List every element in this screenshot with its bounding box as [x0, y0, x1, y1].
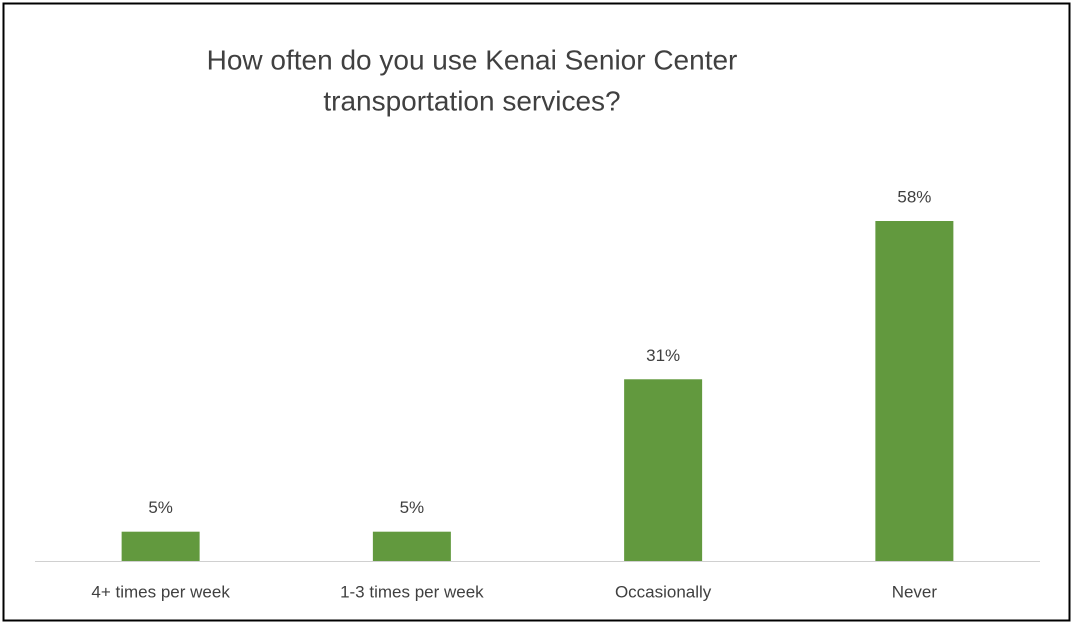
x-tick-label: Never — [892, 582, 938, 601]
data-label: 5% — [148, 498, 173, 517]
x-tick-label: 4+ times per week — [91, 582, 230, 601]
chart-title: How often do you use Kenai Senior Center — [207, 44, 738, 75]
data-label: 5% — [400, 498, 425, 517]
bar — [121, 531, 200, 561]
bar — [875, 221, 954, 561]
chart-title: transportation services? — [323, 85, 620, 116]
x-tick-label: 1-3 times per week — [340, 582, 484, 601]
bar — [372, 531, 451, 561]
bar — [624, 379, 703, 561]
data-label: 31% — [646, 346, 680, 365]
x-tick-label: Occasionally — [615, 582, 712, 601]
data-label: 58% — [897, 187, 931, 206]
